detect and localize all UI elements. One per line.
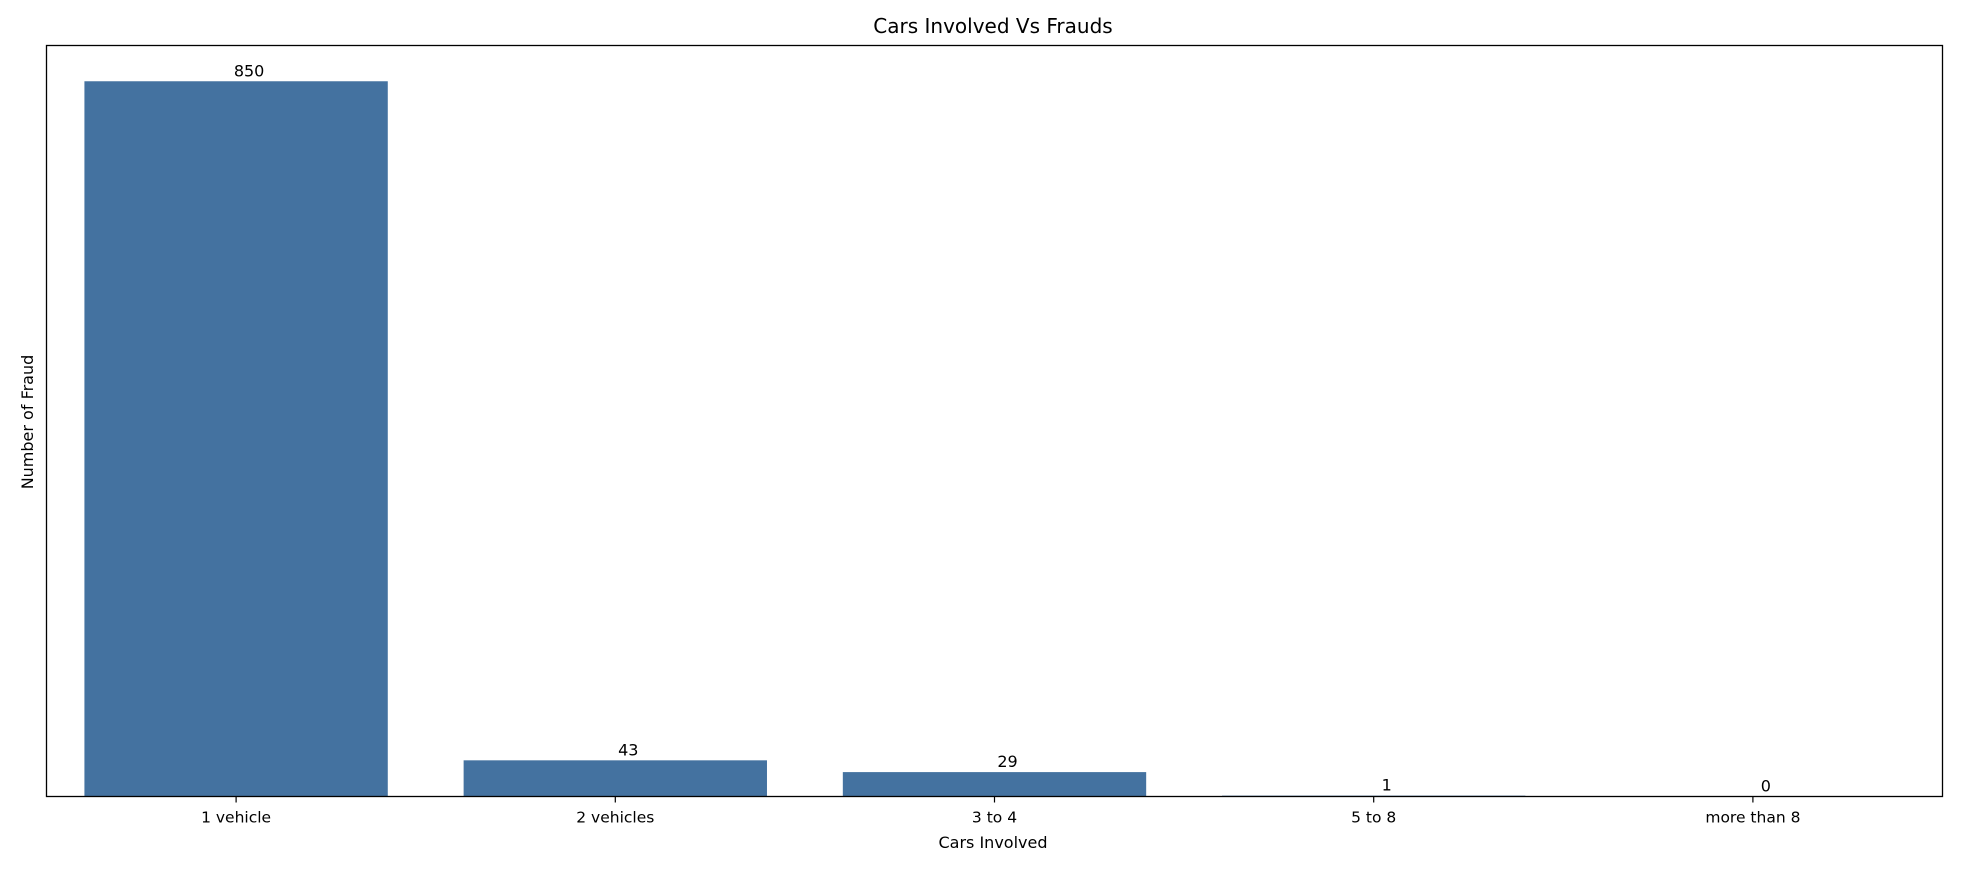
data-label-4: 0 [1761,777,1771,796]
x-tick-labels-group: 1 vehicle 2 vehicles 3 to 4 5 to 8 more than… [201,809,1800,827]
x-tick-label-3: 5 to 8 [1351,809,1396,827]
bar-1 [463,760,767,797]
data-label-2: 29 [997,752,1017,771]
x-tick-label-4: more than 8 [1705,809,1800,827]
bar-2 [842,772,1147,797]
bar-0 [84,81,388,797]
y-axis-label: Number of Fraud [18,355,37,490]
chart-title: Cars Involved Vs Frauds [873,14,1112,38]
data-label-1: 43 [618,740,638,759]
bars-group [84,81,1526,797]
data-labels-group: 850 43 29 1 0 [234,61,1771,795]
x-axis-ticks-group [235,796,1754,803]
x-tick-label-1: 2 vehicles [576,809,654,827]
data-label-0: 850 [234,61,265,80]
data-label-3: 1 [1382,776,1392,795]
x-tick-label-0: 1 vehicle [201,809,271,827]
x-axis-label: Cars Involved [938,833,1047,852]
x-tick-label-2: 3 to 4 [972,809,1017,827]
